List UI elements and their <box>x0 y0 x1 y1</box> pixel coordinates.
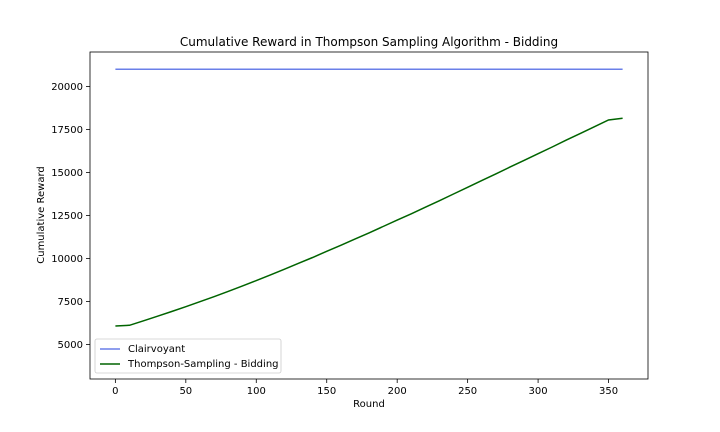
y-axis-label: Cumulative Reward <box>36 166 47 264</box>
legend-box <box>94 338 282 374</box>
x-axis: 0 50 100 150 200 250 300 350 <box>112 379 618 397</box>
x-tick-label: 0 <box>112 386 118 397</box>
y-tick-label: 15000 <box>51 168 83 179</box>
chart-title: Cumulative Reward in Thompson Sampling A… <box>180 35 558 49</box>
series-layer <box>115 68 623 327</box>
y-tick-label: 17500 <box>51 125 83 136</box>
x-axis-label: Round <box>353 399 385 410</box>
y-tick-label: 10000 <box>51 254 83 265</box>
y-axis: 5000 7500 10000 12500 15000 17500 20000 <box>51 82 90 351</box>
x-tick-label: 150 <box>317 386 336 397</box>
legend-label-thompson-sampling: Thompson-Sampling - Bidding <box>127 359 279 370</box>
x-tick-label: 100 <box>247 386 266 397</box>
legend: Clairvoyant Thompson-Sampling - Bidding <box>94 338 282 374</box>
plot-area <box>89 51 649 380</box>
legend-label-clairvoyant: Clairvoyant <box>128 344 185 355</box>
series-line-thompson-sampling-bidding <box>115 117 623 327</box>
y-tick-label: 5000 <box>58 340 83 351</box>
x-tick-label: 50 <box>179 386 192 397</box>
x-tick-label: 250 <box>458 386 477 397</box>
y-tick-label: 7500 <box>58 297 83 308</box>
x-tick-label: 300 <box>529 386 548 397</box>
x-tick-label: 350 <box>599 386 618 397</box>
y-tick-label: 12500 <box>51 211 83 222</box>
y-tick-label: 20000 <box>51 82 83 93</box>
x-tick-label: 200 <box>388 386 407 397</box>
